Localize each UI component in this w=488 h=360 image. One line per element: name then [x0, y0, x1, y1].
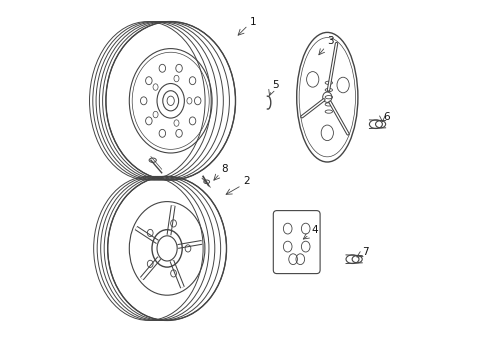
Text: 3: 3	[327, 36, 333, 46]
Text: 7: 7	[361, 247, 367, 257]
Text: 1: 1	[250, 17, 256, 27]
Text: 5: 5	[271, 80, 278, 90]
Text: 8: 8	[221, 164, 227, 174]
Text: 6: 6	[383, 112, 389, 122]
Text: 4: 4	[311, 225, 317, 235]
Text: 2: 2	[243, 176, 249, 186]
